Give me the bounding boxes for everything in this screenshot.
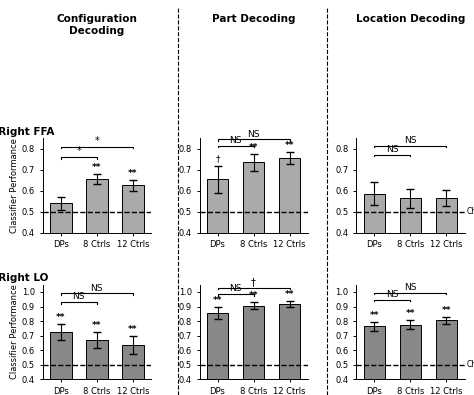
Y-axis label: Classifier Performance: Classifier Performance [10,138,19,233]
Bar [279,304,301,395]
Text: **: ** [406,309,415,318]
Text: NS: NS [229,136,242,145]
Bar [50,203,72,317]
Text: **: ** [92,321,101,330]
Text: **: ** [92,163,101,172]
Text: †: † [251,277,256,287]
Text: NS: NS [91,284,103,293]
Text: NS: NS [404,136,417,145]
Text: **: ** [285,141,294,150]
Bar [400,325,421,395]
Text: Part Decoding: Part Decoding [212,14,295,24]
Bar [122,186,144,317]
Text: A  Right FFA: A Right FFA [0,127,55,137]
Text: **: ** [285,290,294,299]
Text: **: ** [56,313,65,322]
Text: *: * [94,136,99,146]
Text: NS: NS [386,290,399,299]
Text: **: ** [213,296,222,305]
Bar [436,198,457,317]
Text: NS: NS [229,284,242,293]
Bar [364,326,385,395]
Bar [122,345,144,395]
Text: **: ** [249,291,258,300]
Bar [436,320,457,395]
Text: **: ** [249,143,258,152]
Text: Configuration
Decoding: Configuration Decoding [56,14,137,36]
Bar [243,162,264,317]
Text: NS: NS [247,130,260,139]
Text: B  Right LO: B Right LO [0,273,48,283]
Text: *: * [76,147,81,156]
Text: **: ** [370,311,379,320]
Text: NS: NS [386,145,399,154]
Bar [364,194,385,317]
Y-axis label: Classifier Performance: Classifier Performance [10,284,19,379]
Bar [207,313,228,395]
Text: NS: NS [73,292,85,301]
Text: NS: NS [404,283,417,292]
Text: **: ** [442,306,451,315]
Text: Chance: Chance [466,360,474,369]
Bar [207,179,228,317]
Text: †: † [215,155,220,164]
Bar [86,340,108,395]
Bar [243,306,264,395]
Bar [279,158,301,317]
Bar [400,198,421,317]
Text: Chance: Chance [466,207,474,216]
Bar [50,332,72,395]
Text: Location Decoding: Location Decoding [356,14,465,24]
Text: **: ** [128,169,137,179]
Bar [86,179,108,317]
Text: **: ** [128,325,137,335]
